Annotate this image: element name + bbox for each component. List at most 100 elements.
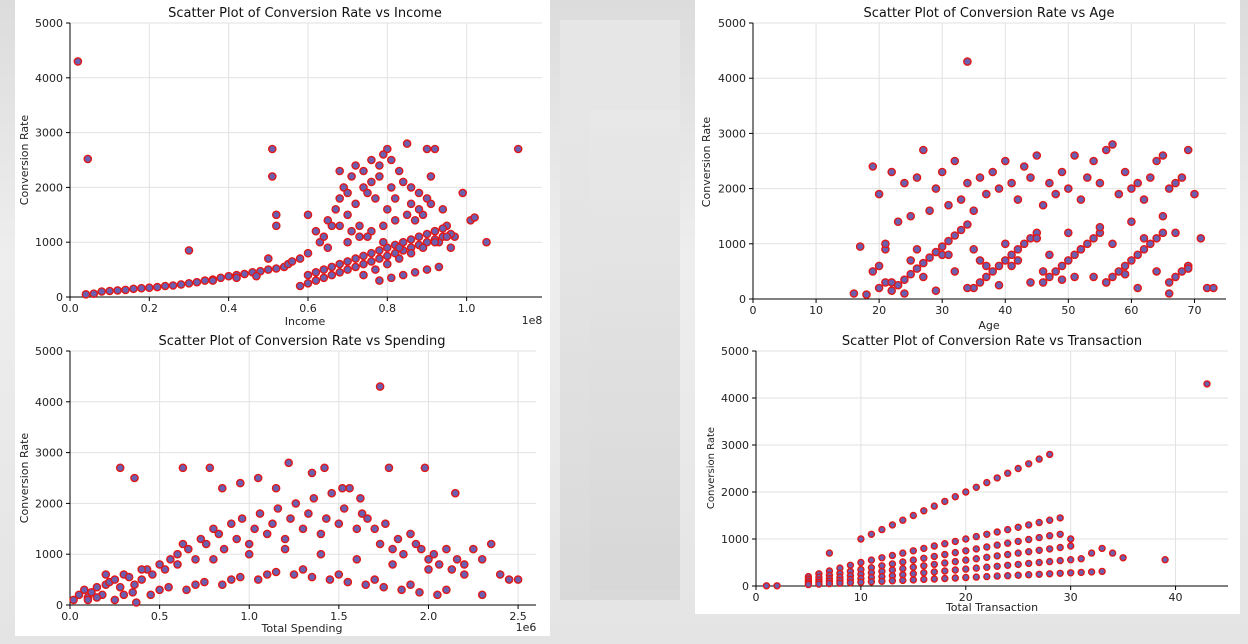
scatter-point: [178, 539, 188, 549]
scatter-point: [325, 575, 335, 584]
scatter-point: [930, 552, 938, 561]
scatter-point: [331, 204, 341, 214]
scatter-point: [303, 278, 313, 288]
scatter-point: [944, 236, 953, 246]
x-tick-label: 0.4: [220, 302, 238, 315]
scatter-point: [351, 262, 360, 272]
scatter-point: [244, 549, 254, 559]
scatter-point: [1190, 189, 1199, 199]
scatter-point: [1196, 233, 1206, 243]
scatter-point: [1095, 178, 1105, 188]
scatter-point: [1024, 460, 1033, 468]
scatter-point: [410, 215, 420, 225]
scatter-point: [1083, 173, 1092, 182]
scatter-point: [1108, 272, 1117, 282]
scatter-point: [951, 566, 959, 574]
scatter-point: [173, 560, 182, 569]
scatter-point: [1120, 269, 1130, 279]
x-tick-label: 0.8: [379, 302, 397, 315]
scatter-point: [1164, 184, 1174, 193]
scatter-point: [131, 598, 141, 607]
scatter-point: [262, 570, 272, 579]
scatter-point: [470, 213, 479, 222]
scatter-point: [415, 588, 424, 597]
scatter-point: [137, 575, 146, 584]
scatter-point: [956, 225, 966, 235]
scatter-point: [1013, 195, 1023, 204]
scatter-point: [1032, 151, 1042, 160]
scatter-point: [398, 270, 408, 280]
background-building: [590, 110, 680, 590]
scatter-point: [951, 557, 959, 566]
scatter-point: [1038, 200, 1048, 210]
scatter-point: [1087, 549, 1096, 557]
scatter-point: [1120, 261, 1130, 271]
scatter-point: [146, 590, 155, 600]
scatter-point: [920, 575, 928, 584]
scatter-point: [937, 242, 947, 251]
scatter-point: [334, 570, 344, 579]
scatter-point: [868, 267, 878, 276]
scatter-point: [319, 265, 329, 274]
scatter-point: [983, 563, 991, 571]
scatter-point: [398, 237, 408, 247]
x-tick-label: 0.0: [61, 302, 79, 315]
scatter-point: [422, 229, 432, 239]
scatter-point: [359, 259, 368, 269]
x-tick-label: 2.5: [509, 610, 527, 623]
scatter-point: [335, 166, 345, 176]
scatter-point: [446, 243, 456, 252]
scatter-point: [319, 273, 329, 283]
scatter-point: [900, 289, 909, 298]
scatter-point: [367, 248, 376, 258]
scatter-point: [1004, 525, 1012, 534]
scatter-point: [430, 144, 440, 154]
scatter-point: [1146, 173, 1155, 182]
scatter-point: [920, 507, 928, 515]
scatter-point: [1056, 569, 1064, 577]
scatter-point: [975, 173, 985, 182]
scatter-point: [951, 574, 959, 582]
scatter-point: [1007, 250, 1016, 260]
scatter-point: [1133, 250, 1142, 260]
scatter-point: [1035, 518, 1043, 527]
scatter-point: [874, 261, 884, 271]
scatter-point: [1158, 228, 1168, 238]
scatter-point: [378, 237, 388, 247]
scatter-point: [267, 172, 277, 181]
scatter-point: [209, 524, 218, 534]
scatter-point: [434, 560, 444, 569]
scatter-point: [217, 580, 227, 590]
scatter-point: [867, 556, 876, 564]
y-axis-label: Conversion Rate: [706, 427, 717, 509]
scatter-point: [944, 200, 953, 210]
scatter-point: [422, 194, 432, 203]
scatter-point: [87, 588, 96, 597]
scatter-point: [804, 580, 813, 589]
scatter-point: [1183, 145, 1193, 155]
scatter-point: [950, 231, 960, 240]
scatter-point: [311, 226, 321, 236]
x-tick-label: 40: [1169, 591, 1183, 604]
scatter-point: [900, 275, 909, 285]
scatter-point: [972, 555, 980, 563]
y-tick-label: 1000: [35, 236, 63, 249]
scatter-point: [115, 463, 125, 473]
scatter-point: [226, 575, 236, 584]
scatter-point: [168, 281, 178, 290]
scatter-point: [176, 280, 186, 289]
scatter-point: [994, 261, 1004, 271]
x-tick-label: 50: [1061, 304, 1075, 317]
scatter-point: [386, 155, 396, 165]
scatter-point: [931, 286, 941, 296]
scatter-point: [80, 585, 89, 595]
scatter-point: [1056, 556, 1064, 565]
y-tick-label: 4000: [718, 72, 746, 85]
scatter-point: [343, 188, 352, 198]
x-tick-label: 10: [854, 591, 868, 604]
scatter-point: [452, 555, 462, 564]
scatter-point: [287, 257, 297, 266]
scatter-point: [862, 290, 871, 299]
scatter-point: [271, 210, 281, 220]
scatter-point: [152, 282, 162, 292]
